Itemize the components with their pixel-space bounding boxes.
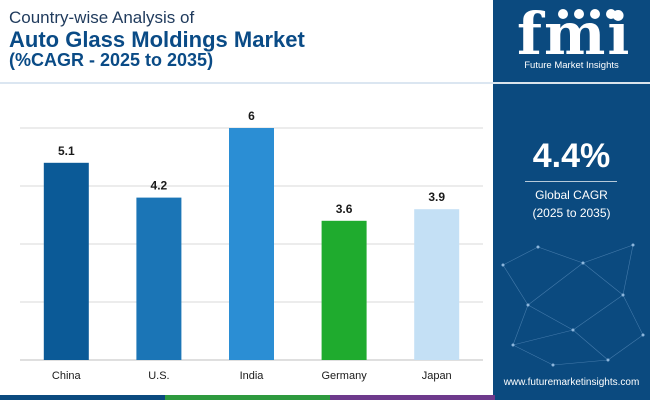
bar-china: [43, 162, 89, 360]
footer-color-bar: [0, 395, 650, 400]
bar-us: [136, 197, 182, 360]
network-graphic-icon: [501, 243, 645, 367]
website-url[interactable]: www.futuremarketinsights.com: [503, 377, 640, 388]
bar-germany: [321, 220, 367, 360]
global-cagr-label: Global CAGR: [535, 188, 608, 202]
sidebar-panel: fmi Future Market Insights 4.4% Global C…: [493, 0, 650, 400]
chart-title-line1: Country-wise Analysis of: [9, 8, 195, 27]
bar-india: [229, 128, 274, 360]
x-tick-label: China: [52, 370, 82, 382]
x-tick-label: India: [240, 370, 265, 382]
logo-dot-icon: [574, 9, 584, 19]
global-cagr-value: 4.4%: [532, 137, 611, 175]
logo-dot-icon: [606, 9, 616, 19]
logo-dot-icon: [590, 9, 600, 19]
logo-dot-icon: [558, 9, 568, 19]
sidebar-divider: [493, 82, 650, 84]
global-cagr-range: (2025 to 2035): [532, 206, 611, 220]
bar-chart: 5.1 China 4.2 U.S. 6 India 3.6 Germany 3.9 Japan: [0, 84, 493, 394]
data-label: 5.1: [58, 144, 75, 158]
header-divider: [0, 82, 493, 84]
x-tick-label: U.S.: [148, 370, 169, 382]
bar-japan: [414, 209, 460, 360]
footer-segment: [495, 395, 650, 400]
chart-title-line3: (%CAGR - 2025 to 2035): [9, 50, 214, 70]
data-label: 4.2: [151, 179, 168, 193]
chart-header: Country-wise Analysis of Auto Glass Mold…: [0, 0, 493, 82]
cagr-divider: [525, 181, 617, 182]
logo-icons: [558, 9, 616, 19]
logo-subtitle: Future Market Insights: [524, 60, 619, 71]
data-label: 3.6: [336, 202, 353, 216]
fmi-logo: fmi Future Market Insights: [493, 0, 650, 82]
x-tick-label: Japan: [422, 370, 452, 382]
footer-segment: [165, 395, 330, 400]
data-label: 6: [248, 109, 255, 123]
footer-segment: [330, 395, 495, 400]
chart-title-line2: Auto Glass Moldings Market: [9, 27, 305, 52]
footer-segment: [0, 395, 165, 400]
data-label: 3.9: [428, 190, 445, 204]
bar-chart-svg: 5.1 China 4.2 U.S. 6 India 3.6 Germany 3.9 Japan: [20, 109, 483, 382]
x-tick-label: Germany: [321, 370, 367, 382]
